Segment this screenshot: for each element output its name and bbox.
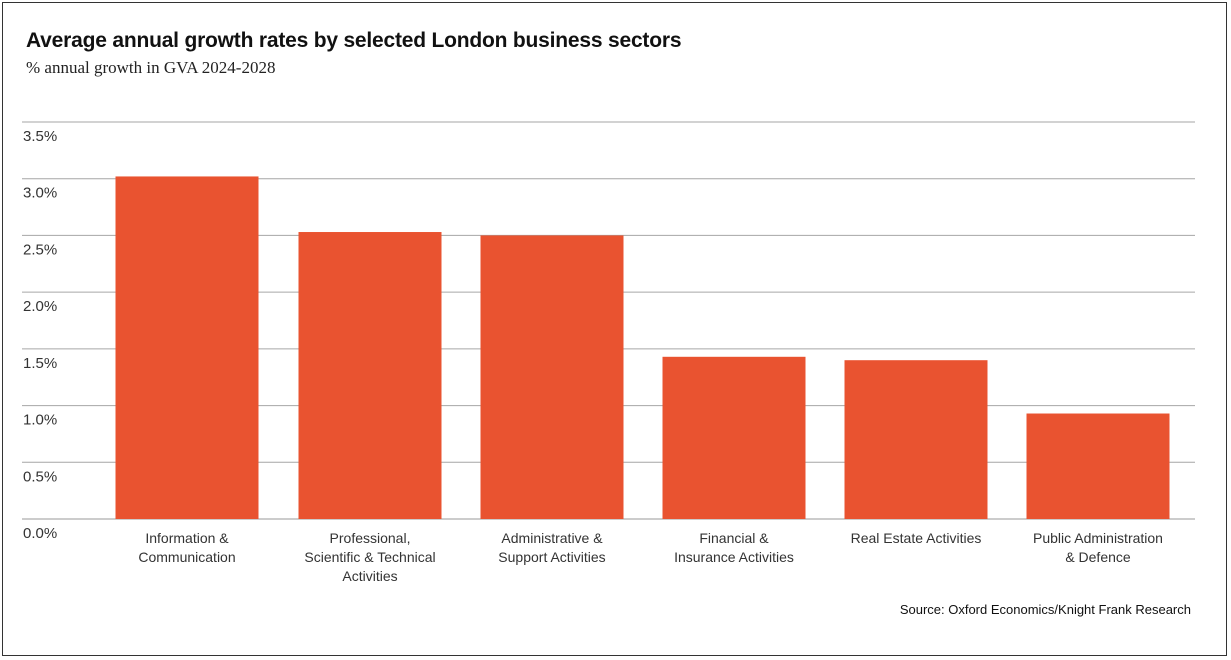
bar <box>1026 413 1170 519</box>
y-tick-label: 0.5% <box>23 468 57 485</box>
y-tick-label: 3.5% <box>23 128 57 145</box>
x-category-label: Administrative & Support Activities <box>498 530 605 565</box>
bar <box>662 356 806 519</box>
bar <box>298 232 442 520</box>
y-tick-label: 2.5% <box>23 241 57 258</box>
x-category-label: Information & Communication <box>138 530 235 565</box>
y-tick-label: 2.0% <box>23 298 57 315</box>
chart-subtitle: % annual growth in GVA 2024-2028 <box>26 58 276 77</box>
chart-title: Average annual growth rates by selected … <box>26 29 682 52</box>
x-category-label: Financial & Insurance Activities <box>674 530 794 565</box>
x-category-label: Professional, Scientific & Technical Activ… <box>304 530 435 584</box>
y-tick-label: 1.0% <box>23 412 57 429</box>
x-category-label: Public Administration & Defence <box>1033 530 1163 565</box>
chart-source: Source: Oxford Economics/Knight Frank Re… <box>899 602 1191 617</box>
y-tick-label: 3.0% <box>23 185 57 202</box>
bar <box>115 176 259 519</box>
bar <box>480 235 624 519</box>
y-tick-label: 1.5% <box>23 355 57 372</box>
x-category-label: Real Estate Activities <box>851 530 982 546</box>
bar <box>844 360 988 519</box>
y-tick-label: 0.0% <box>23 525 57 542</box>
